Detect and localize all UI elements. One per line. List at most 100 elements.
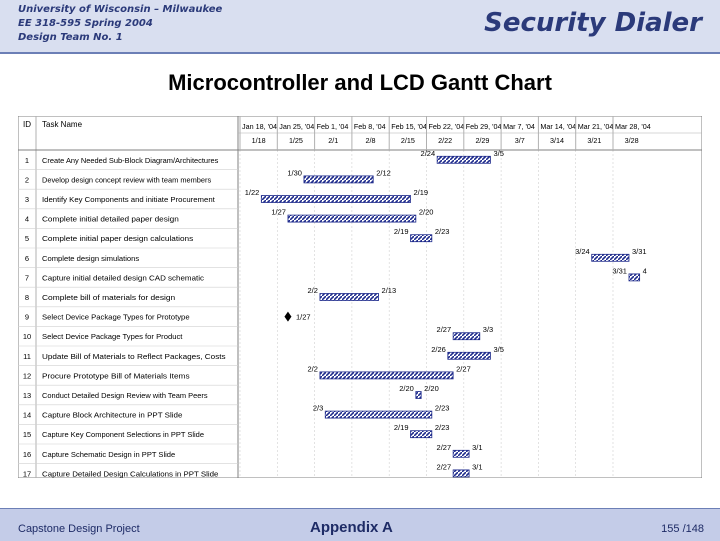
task-bar: [452, 332, 481, 341]
gantt-week-date: 3/7: [515, 136, 525, 145]
task-end-date: 2/13: [382, 286, 397, 295]
task-name: Procure Prototype Bill of Materials Item…: [42, 371, 190, 380]
task-bar: [447, 351, 491, 360]
task-start-date: 2/26: [431, 345, 446, 354]
task-bar: [436, 155, 491, 164]
task-end-date: 4: [643, 266, 647, 275]
task-id: 13: [23, 391, 31, 400]
task-bar: [319, 293, 379, 301]
gantt-task-header: Task Name: [42, 120, 83, 129]
slide-footer: Capstone Design Project Appendix A 155 /…: [0, 508, 720, 541]
task-name: Create Any Needed Sub-Block Diagram/Arch…: [42, 156, 219, 165]
task-name: Complete initial detailed paper design: [42, 215, 179, 224]
task-end-date: 2/12: [376, 168, 391, 177]
gantt-week-label: Feb 22, '04: [429, 122, 465, 131]
task-name: Capture initial detailed design CAD sche…: [42, 273, 204, 282]
task-end-date: 3/3: [483, 325, 493, 334]
task-id: 16: [23, 450, 31, 459]
gantt-week-date: 2/22: [438, 136, 452, 145]
gantt-week-date: 3/21: [587, 136, 601, 145]
task-end-date: 3/5: [493, 149, 503, 158]
task-bar: [628, 273, 641, 282]
task-start-date: 2/3: [313, 404, 323, 413]
task-end-date: 2/20: [424, 384, 439, 393]
gantt-week-label: Feb 8, '04: [354, 122, 386, 131]
gantt-week-label: Mar 14, '04: [540, 122, 576, 131]
task-name: Capture Detailed Design Calculations in …: [42, 469, 218, 478]
gantt-week-date: 2/29: [475, 136, 489, 145]
gantt-week-label: Jan 25, '04: [279, 122, 314, 131]
task-name: Complete initial paper design calculatio…: [42, 234, 194, 243]
gantt-week-date: 3/28: [625, 136, 639, 145]
task-bar: [260, 195, 411, 203]
task-name: Capture Block Architecture in PPT Slide: [42, 411, 182, 420]
task-end-date: 2/23: [435, 423, 450, 432]
footer-page-number: 155 /148: [661, 523, 704, 535]
gantt-week-date: 2/8: [366, 136, 376, 145]
task-name: Capture Schematic Design in PPT Slide: [42, 450, 175, 459]
task-name: Complete design simulations: [42, 254, 140, 263]
task-end-date: 3/1: [472, 443, 482, 452]
task-id: 5: [25, 234, 29, 243]
gantt-week-label: Mar 28, '04: [615, 122, 651, 131]
task-bar: [452, 449, 470, 458]
task-id: 7: [25, 273, 29, 282]
task-start-date: 2/20: [399, 384, 414, 393]
milestone-marker: [284, 311, 292, 322]
task-start-date: 2/2: [307, 286, 317, 295]
task-id: 1: [25, 156, 29, 165]
gantt-week-date: 1/25: [289, 136, 303, 145]
task-id: 10: [23, 332, 31, 341]
task-id: 11: [23, 352, 31, 361]
gantt-week-label: Feb 29, '04: [466, 122, 502, 131]
task-bar: [410, 430, 433, 439]
task-name: Develop design concept review with team …: [42, 175, 212, 184]
task-start-date: 2/24: [421, 149, 436, 158]
slide-title: Microcontroller and LCD Gantt Chart: [168, 70, 552, 95]
task-end-date: 3/1: [472, 462, 482, 471]
task-end-date: 2/23: [435, 404, 450, 413]
gantt-week-date: 2/15: [401, 136, 415, 145]
gantt-id-header: ID: [23, 120, 31, 129]
task-start-date: 2/27: [437, 443, 452, 452]
gantt-chart: ID Task Name Jan 18, '04 1/18 Jan 25, '04 1/2…: [18, 116, 702, 478]
gantt-week-label: Mar 7, '04: [503, 122, 535, 131]
task-start-date: 1/22: [245, 188, 260, 197]
task-id: 6: [25, 254, 29, 263]
task-start-date: 1/27: [271, 208, 286, 217]
task-end-date: 1/27: [296, 313, 311, 322]
task-bar: [319, 371, 454, 380]
slide-header: University of Wisconsin – Milwaukee EE 3…: [0, 0, 720, 54]
task-name: Select Device Package Types for Prototyp…: [42, 313, 190, 322]
footer-project: Capstone Design Project: [18, 523, 140, 535]
task-end-date: 2/20: [419, 208, 434, 217]
task-id: 4: [25, 215, 29, 224]
task-bar: [324, 410, 433, 419]
task-bar: [452, 469, 470, 478]
task-name: Conduct Detailed Design Review with Team…: [42, 391, 208, 400]
task-start-date: 1/30: [287, 168, 302, 177]
gantt-week-date: 2/1: [328, 136, 338, 145]
task-bar: [410, 234, 433, 243]
task-end-date: 2/27: [456, 364, 471, 373]
task-id: 12: [23, 371, 31, 380]
task-start-date: 2/19: [394, 423, 409, 432]
task-end-date: 3/5: [493, 345, 503, 354]
task-end-date: 3/31: [632, 247, 647, 256]
task-name: Capture Key Component Selections in PPT …: [42, 430, 204, 439]
header-course: EE 318-595 Spring 2004: [18, 18, 153, 29]
task-name: Select Device Package Types for Product: [42, 332, 182, 341]
header-university: University of Wisconsin – Milwaukee: [18, 4, 223, 15]
task-id: 14: [23, 411, 31, 420]
task-bar: [303, 175, 374, 184]
task-id: 8: [25, 293, 29, 302]
task-start-date: 3/24: [575, 247, 590, 256]
task-start-date: 2/27: [437, 462, 452, 471]
task-id: 3: [25, 195, 29, 204]
task-bar: [287, 214, 417, 223]
header-app-title: Security Dialer: [484, 8, 702, 38]
task-id: 15: [23, 430, 31, 439]
task-id: 17: [23, 469, 31, 478]
gantt-week-date: 3/14: [550, 136, 564, 145]
task-name: Identify Key Components and initiate Pro…: [42, 195, 215, 204]
